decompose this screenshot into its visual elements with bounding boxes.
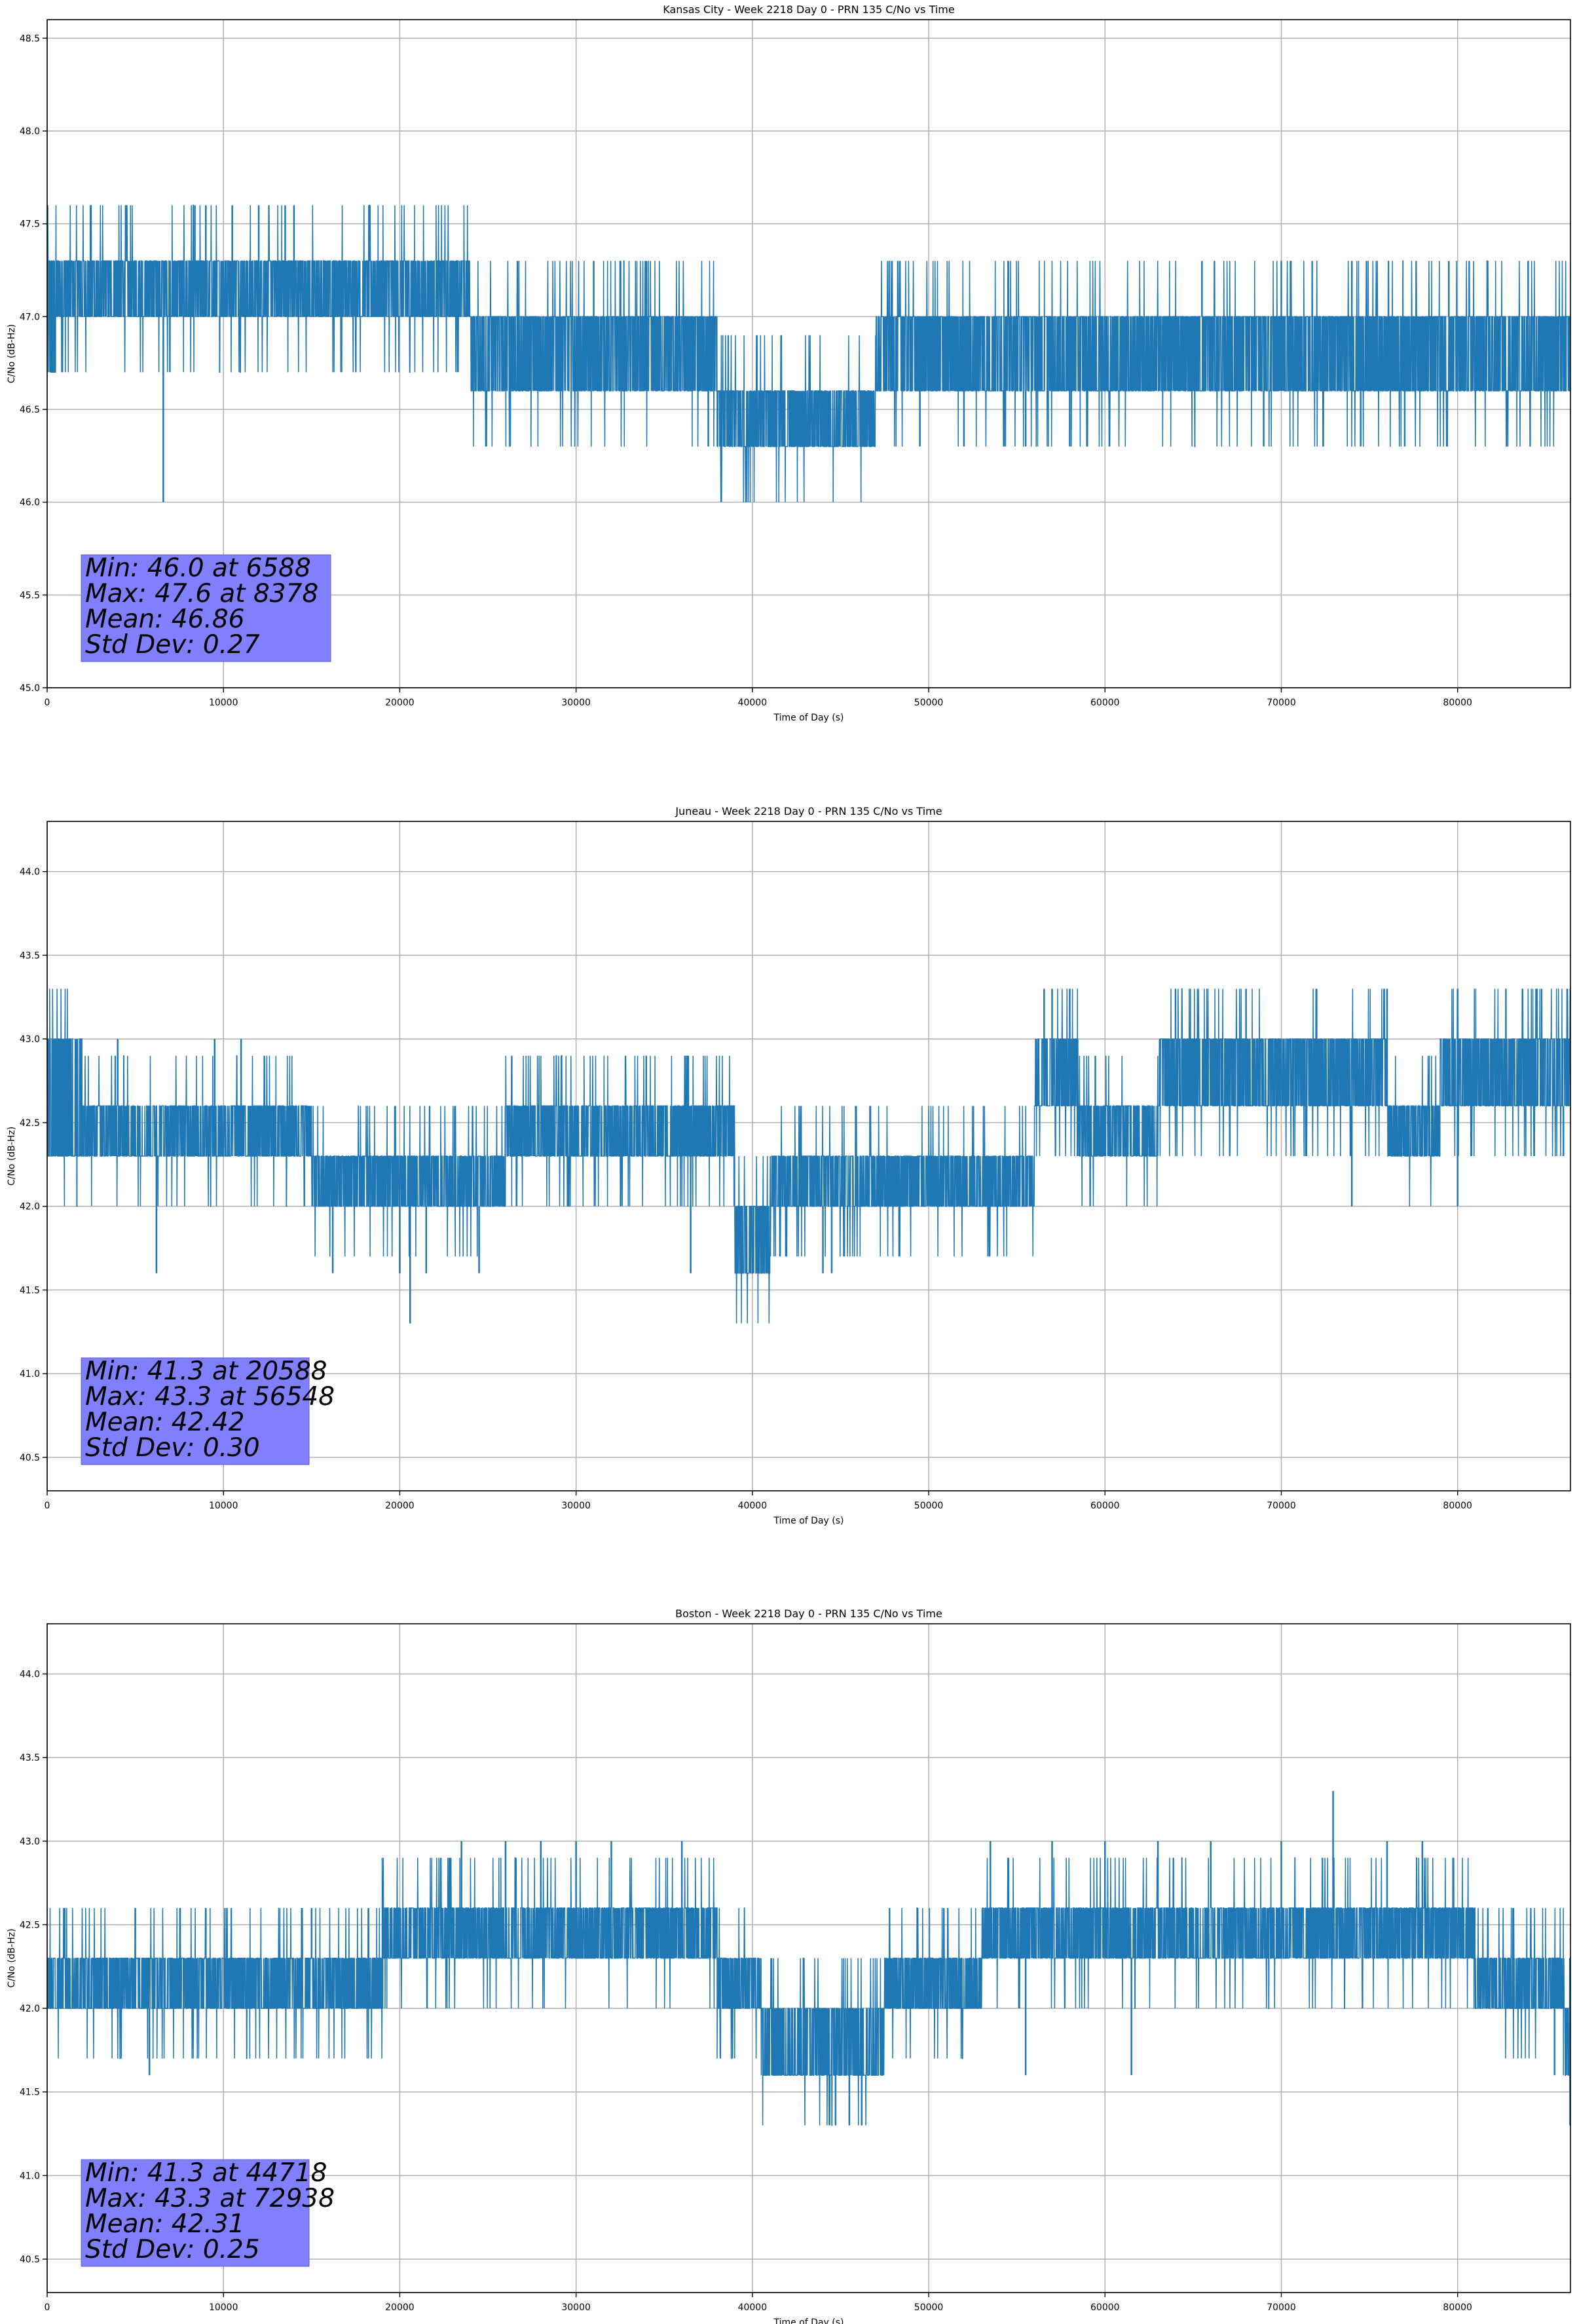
y-tick-label: 41.5 [20,1285,40,1296]
chart-panel-2: 0 10000 20000 30000 40000 50000 60000 70000 8000… [7,1607,1571,2324]
x-tick-label: 10000 [209,1501,238,1511]
y-tick-label: 40.5 [20,2255,40,2265]
x-tick-label: 50000 [914,698,944,708]
y-tick-label: 44.0 [20,867,40,878]
plot-frame [46,19,1571,688]
chart-title: Boston - Week 2218 Day 0 - PRN 135 C/No … [675,1607,942,1620]
stats-line: Mean: 46.86 [85,605,244,634]
stats-box [81,1357,310,1465]
y-tick-label: 41.5 [20,2088,40,2098]
stats-line: Max: 43.3 at 72938 [85,2184,335,2213]
x-tick-label: 40000 [738,1501,768,1511]
y-tick-label: 48.0 [20,126,40,137]
x-tick-label: 70000 [1267,698,1296,708]
stats-line: Max: 43.3 at 56548 [85,1382,335,1412]
chart-title: Juneau - Week 2218 Day 0 - PRN 135 C/No … [675,805,942,817]
x-tick-label: 10000 [209,698,238,708]
x-tick-label: 20000 [385,698,415,708]
y-tick-label: 47.5 [20,219,40,230]
chart-panel-1: 0 10000 20000 30000 40000 50000 60000 70000 8000… [7,805,1571,1526]
y-tick-label: 42.0 [20,1202,40,1212]
cno-series-line [47,204,1570,502]
chart-title: Kansas City - Week 2218 Day 0 - PRN 135 … [663,3,954,16]
x-tick-label: 30000 [561,698,591,708]
y-tick-label: 41.0 [20,2171,40,2181]
y-tick-label: 45.0 [20,683,40,694]
x-tick-label: 50000 [914,2302,944,2313]
stats-line: Mean: 42.31 [85,2209,244,2239]
y-tick-label: 40.5 [20,1453,40,1463]
stats-line: Std Dev: 0.27 [85,630,260,660]
x-tick-label: 70000 [1267,1501,1296,1511]
x-tick-label: 40000 [738,698,768,708]
x-tick-label: 40000 [738,2302,768,2313]
stats-line: Mean: 42.42 [85,1408,244,1437]
y-tick-label: 47.0 [20,312,40,322]
x-tick-label: 20000 [385,2302,415,2313]
cno-series-line [47,988,1570,1324]
y-tick-label: 42.5 [20,1118,40,1129]
x-tick-label: 0 [45,1501,50,1511]
stats-line: Max: 47.6 at 8378 [85,579,318,609]
stats-line: Std Dev: 0.25 [85,2235,260,2264]
x-tick-label: 60000 [1090,1501,1120,1511]
y-tick-label: 43.0 [20,1837,40,1847]
x-tick-label: 30000 [561,2302,591,2313]
y-tick-label: 46.0 [20,498,40,508]
x-tick-label: 70000 [1267,2302,1296,2313]
x-tick-label: 80000 [1443,2302,1472,2313]
stats-line: Min: 41.3 at 44718 [85,2158,327,2188]
plot-frame [46,821,1571,1491]
y-tick-label: 45.5 [20,590,40,601]
x-tick-label: 10000 [209,2302,238,2313]
y-tick-label: 43.5 [20,950,40,961]
stats-box [81,554,331,662]
x-tick-label: 30000 [561,1501,591,1511]
y-axis-label: C/No (dB-Hz) [7,1928,17,1987]
x-tick-label: 50000 [914,1501,944,1511]
stats-line: Std Dev: 0.30 [85,1433,260,1463]
y-tick-label: 43.0 [20,1034,40,1045]
cno-series-line [47,1857,1570,2126]
y-tick-label: 42.5 [20,1920,40,1930]
x-tick-label: 20000 [385,1501,415,1511]
x-tick-label: 60000 [1090,698,1120,708]
y-tick-label: 48.5 [20,33,40,44]
x-axis-label: Time of Day (s) [773,2317,844,2324]
y-axis-label: C/No (dB-Hz) [7,324,17,383]
y-tick-label: 46.5 [20,405,40,415]
x-tick-label: 0 [45,2302,50,2313]
y-tick-label: 44.0 [20,1670,40,1680]
y-tick-label: 41.0 [20,1369,40,1379]
stats-line: Min: 46.0 at 6588 [85,553,311,583]
x-tick-label: 60000 [1090,2302,1120,2313]
x-axis-label: Time of Day (s) [773,713,844,723]
plot-frame [46,1623,1571,2293]
stats-line: Min: 41.3 at 20588 [85,1357,327,1386]
chart-panel-0: 0 10000 20000 30000 40000 50000 60000 70000 8000… [7,3,1571,723]
x-axis-label: Time of Day (s) [773,1516,844,1526]
x-tick-label: 0 [45,698,50,708]
y-axis-label: C/No (dB-Hz) [7,1127,17,1186]
x-tick-label: 80000 [1443,698,1472,708]
y-tick-label: 42.0 [20,2004,40,2014]
x-tick-label: 80000 [1443,1501,1472,1511]
stats-box [81,2159,310,2267]
y-tick-label: 43.5 [20,1753,40,1763]
